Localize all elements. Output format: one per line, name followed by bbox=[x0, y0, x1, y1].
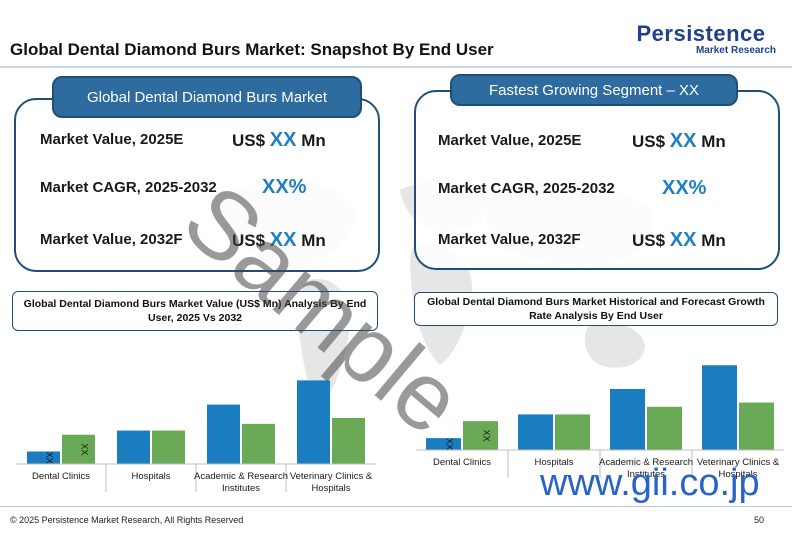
bar-green-2 bbox=[242, 423, 275, 464]
left-metric-cagr-value: XX% bbox=[262, 176, 307, 198]
left-metric-label-value-2032: Market Value, 2032F bbox=[40, 231, 183, 248]
bar-green-3 bbox=[739, 402, 774, 450]
right-metric-label-value-2032: Market Value, 2032F bbox=[438, 231, 581, 248]
category-label: Academic & Research Institutes bbox=[599, 457, 693, 480]
value-placeholder: XX bbox=[269, 229, 297, 251]
unit-suffix: Mn bbox=[296, 231, 326, 250]
bar-green-1 bbox=[152, 430, 185, 464]
right-metric-value-2032: US$ XX Mn bbox=[632, 229, 726, 252]
bar-blue-2 bbox=[207, 404, 240, 464]
bar-data-label: XX bbox=[45, 452, 55, 464]
bar-blue-3 bbox=[702, 365, 737, 450]
value-placeholder: XX bbox=[669, 229, 697, 251]
page-number: 50 bbox=[754, 515, 765, 525]
bar-green-0 bbox=[463, 421, 498, 450]
right-metric-label-value-2025: Market Value, 2025E bbox=[438, 132, 582, 149]
global-market-panel-title: Global Dental Diamond Burs Market bbox=[52, 76, 362, 118]
value-placeholder: XX bbox=[669, 130, 697, 152]
left-metric-value-2032: US$ XX Mn bbox=[232, 229, 326, 252]
left-metric-label-value-2025: Market Value, 2025E bbox=[40, 131, 184, 148]
bar-blue-2 bbox=[610, 388, 645, 450]
bar-blue-0 bbox=[426, 438, 461, 450]
right-chart-title: Global Dental Diamond Burs Market Histor… bbox=[414, 292, 778, 326]
category-label: Hospitals bbox=[534, 457, 573, 468]
fastest-segment-panel-title: Fastest Growing Segment – XX bbox=[450, 74, 738, 106]
logo-subtitle: Market Research bbox=[695, 45, 776, 56]
right-metric-value-2025: US$ XX Mn bbox=[632, 130, 726, 153]
site-watermark: www.gii.co.jp bbox=[540, 462, 760, 504]
footer-divider bbox=[0, 506, 792, 507]
left-bar-chart: XX XX Dental Clinics Hospitals Academic & Re… bbox=[16, 380, 376, 494]
unit-suffix: Mn bbox=[696, 231, 726, 250]
bar-green-1 bbox=[555, 414, 590, 450]
global-market-panel bbox=[14, 98, 380, 272]
unit-suffix: Mn bbox=[296, 131, 326, 150]
category-label: Dental Clinics bbox=[32, 471, 90, 482]
bar-data-label: XX bbox=[80, 443, 90, 455]
unit-suffix: Mn bbox=[696, 132, 726, 151]
bar-blue-1 bbox=[518, 414, 553, 450]
left-metric-label-cagr: Market CAGR, 2025-2032 bbox=[40, 179, 217, 196]
bar-data-label: XX bbox=[482, 430, 492, 442]
currency-prefix: US$ bbox=[232, 231, 270, 250]
category-label: Dental Clinics bbox=[433, 457, 491, 468]
category-label: Academic & Research Institutes bbox=[194, 471, 288, 494]
footer-copyright: © 2025 Persistence Market Research, All … bbox=[10, 515, 244, 525]
category-label: Veterinary Clinics & Hospitals bbox=[290, 471, 373, 494]
brand-logo: Persistence Market Research bbox=[626, 22, 776, 56]
page-title: Global Dental Diamond Burs Market: Snaps… bbox=[10, 40, 494, 59]
left-metric-value-2025: US$ XX Mn bbox=[232, 129, 326, 152]
bar-blue-0 bbox=[27, 451, 60, 464]
title-divider bbox=[0, 66, 792, 68]
currency-prefix: US$ bbox=[632, 132, 670, 151]
currency-prefix: US$ bbox=[632, 231, 670, 250]
bar-blue-3 bbox=[297, 380, 330, 464]
left-chart-title: Global Dental Diamond Burs Market Value … bbox=[12, 291, 378, 331]
right-metric-cagr-value: XX% bbox=[662, 177, 707, 199]
bar-data-label: XX bbox=[445, 438, 455, 450]
bar-green-3 bbox=[332, 418, 365, 464]
category-label: Hospitals bbox=[131, 471, 170, 482]
logo-name: Persistence bbox=[636, 21, 766, 46]
bar-green-0 bbox=[62, 434, 95, 464]
value-placeholder: XX bbox=[269, 129, 297, 151]
bar-blue-1 bbox=[117, 430, 150, 464]
right-bar-chart: XX XX Dental Clinics Hospitals Academic & Re… bbox=[416, 365, 784, 480]
bar-green-2 bbox=[647, 406, 682, 450]
category-label: Veterinary Clinics & Hospitals bbox=[697, 457, 780, 480]
right-metric-label-cagr: Market CAGR, 2025-2032 bbox=[438, 180, 615, 197]
currency-prefix: US$ bbox=[232, 131, 270, 150]
